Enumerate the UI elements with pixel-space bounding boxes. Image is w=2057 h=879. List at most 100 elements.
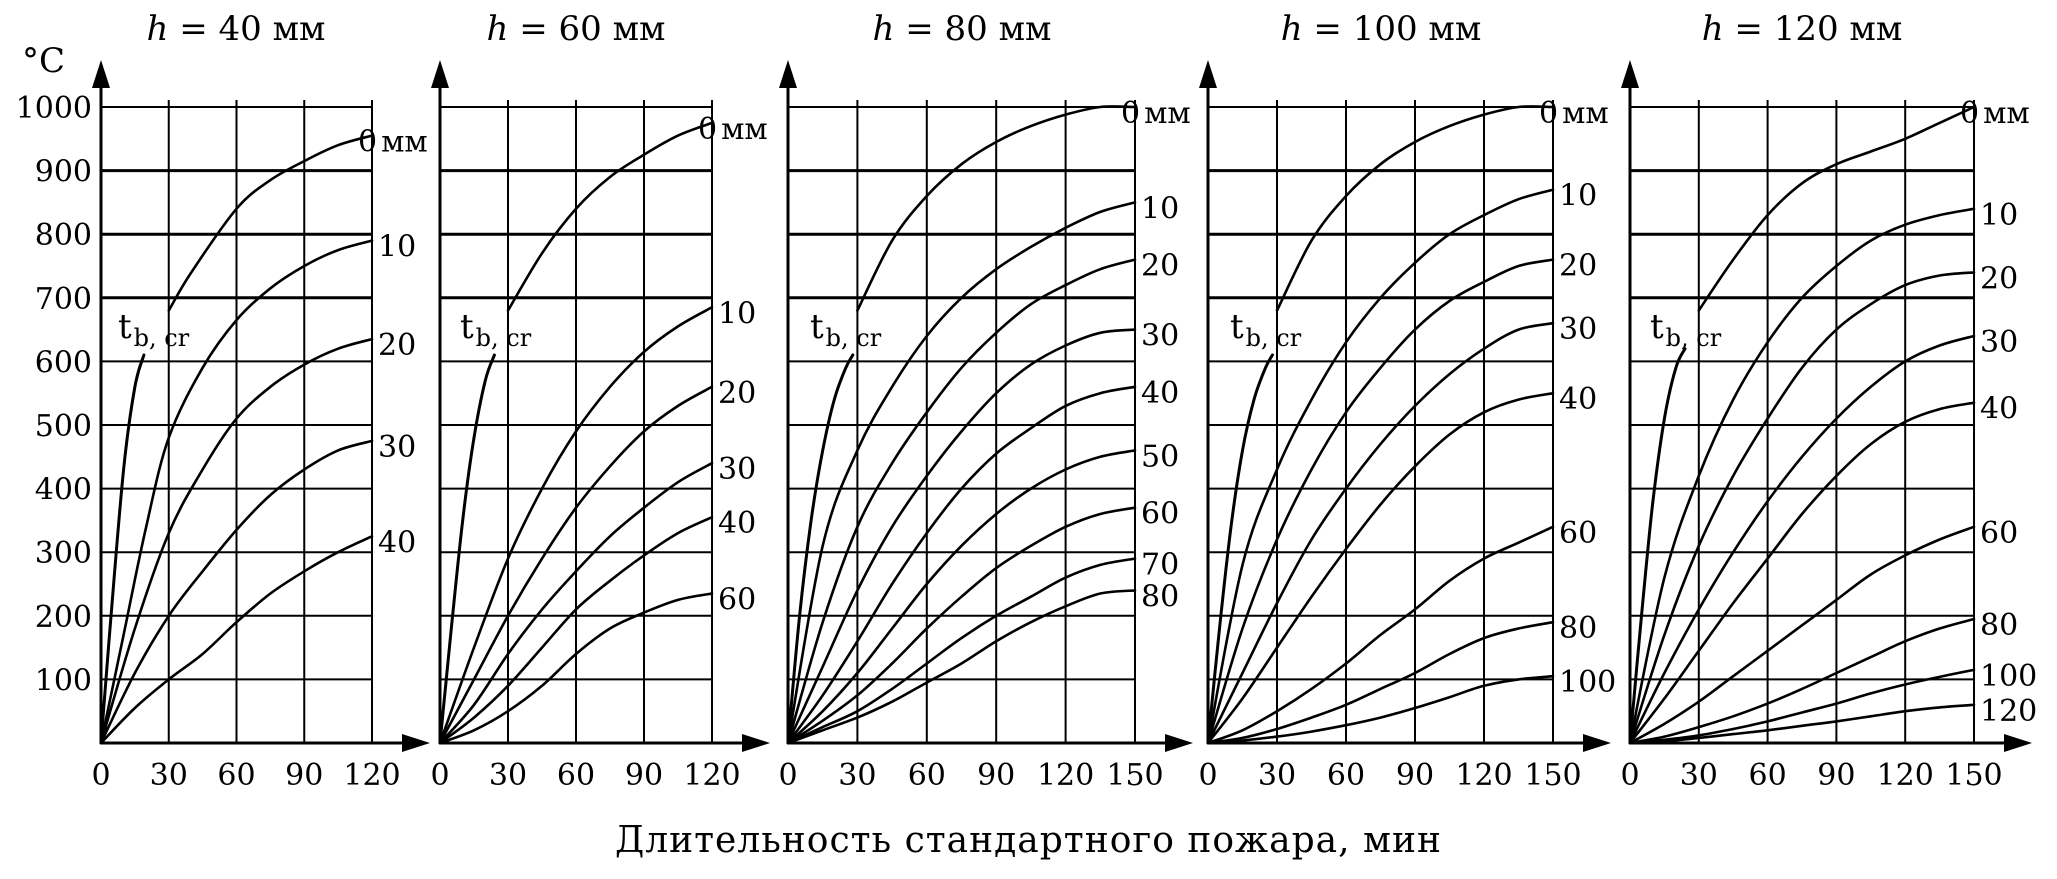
x-tick-label: 60 [217, 758, 255, 793]
series-line-depth-10 [1628, 207, 1976, 745]
series-line-depth-30 [1628, 334, 1976, 745]
x-tick-label: 90 [1396, 758, 1434, 793]
series-line-depth-40 [438, 515, 714, 745]
series-line-depth-60 [1628, 525, 1976, 745]
critical-temperature-curve [1628, 347, 1687, 745]
series-label: 40 [1141, 376, 1179, 411]
y-tick-label: 900 [35, 155, 92, 190]
y-tick-label: 1000 [16, 91, 92, 126]
x-axis-arrow [402, 734, 430, 752]
x-tick-label: 90 [625, 758, 663, 793]
x-tick-label: 30 [1680, 758, 1718, 793]
series-label: 30 [1980, 325, 2018, 360]
series-line-depth-40 [1628, 401, 1976, 745]
x-axis-label: Длительность стандартного пожара, мин [614, 820, 1442, 861]
x-tick-label: 0 [1198, 758, 1217, 793]
series-label: 20 [1559, 249, 1597, 284]
y-axis-arrow [779, 60, 797, 88]
series-line-depth-20 [99, 337, 374, 745]
critical-temperature-label: tb, cr [118, 307, 190, 352]
series-line-depth-30 [786, 328, 1137, 745]
series-line-depth-60 [438, 592, 714, 745]
panel-title: h = 80 мм [873, 9, 1052, 49]
x-tick-label: 150 [1945, 758, 2002, 793]
series-label: 10 [1141, 191, 1179, 226]
x-axis-arrow [1583, 734, 1611, 752]
series-line-depth-10 [99, 239, 374, 745]
series-label: 20 [378, 328, 416, 363]
series-line-depth-60 [1206, 525, 1555, 745]
series-label: 10 [378, 230, 416, 265]
series-label: 30 [718, 452, 756, 487]
y-tick-label: 600 [35, 345, 92, 380]
series-label: 80 [1980, 608, 2018, 643]
x-tick-label: 30 [838, 758, 876, 793]
series-line-depth-80 [1628, 617, 1976, 745]
series-label: 0 мм [1121, 96, 1191, 131]
series-label: 40 [718, 506, 756, 541]
series-line-depth-80 [1206, 620, 1555, 745]
series-line-depth-20 [1628, 271, 1976, 745]
series-line-depth-40 [99, 535, 374, 745]
y-axis-arrow [92, 60, 110, 88]
x-axis-arrow [2004, 734, 2032, 752]
grid [1630, 100, 1975, 743]
series-label: 100 [1559, 665, 1616, 700]
series-line-depth-120 [1628, 703, 1976, 745]
series-line-depth-10 [1206, 188, 1555, 745]
series-label: 30 [1559, 312, 1597, 347]
y-axis-unit-label: °C [22, 41, 65, 81]
series-label: 30 [378, 430, 416, 465]
x-tick-label: 0 [91, 758, 110, 793]
panel-h40: h = 40 мм 0 30 60 90 120 0 мм 10 20 30 40 tb, cr [91, 9, 430, 793]
y-tick-label: 100 [35, 663, 92, 698]
panel-h60: h = 60 мм 0 30 60 90 120 0 мм 10 20 30 40 60 tb, cr [430, 9, 770, 793]
series-label: 60 [1559, 516, 1597, 551]
critical-temperature-curve [786, 353, 855, 745]
series-line-depth-30 [99, 439, 374, 745]
series-line-depth-70 [786, 557, 1137, 745]
x-tick-label: 60 [1327, 758, 1365, 793]
series-line-depth-30 [438, 461, 714, 745]
series-label: 0 мм [358, 125, 428, 160]
x-tick-label: 120 [1037, 758, 1094, 793]
x-tick-label: 90 [977, 758, 1015, 793]
x-tick-label: 90 [1817, 758, 1855, 793]
series-line-depth-0 [167, 134, 374, 312]
x-tick-label: 30 [489, 758, 527, 793]
series-line-depth-50 [786, 449, 1137, 745]
y-tick-label: 400 [35, 473, 92, 508]
series-line-depth-60 [786, 506, 1137, 745]
series-label: 30 [1141, 319, 1179, 354]
series-line-depth-40 [786, 385, 1137, 745]
x-tick-label: 120 [1877, 758, 1934, 793]
y-tick-label: 200 [35, 600, 92, 635]
y-tick-label: 300 [35, 536, 92, 571]
series-label: 10 [718, 296, 756, 331]
series-label: 40 [1980, 392, 2018, 427]
y-tick-label: 700 [35, 282, 92, 317]
series-label: 20 [1980, 261, 2018, 296]
panel-title: h = 40 мм [147, 9, 326, 49]
grid [101, 100, 373, 743]
series-line-depth-10 [438, 306, 714, 745]
series-label: 0 мм [1960, 96, 2030, 131]
series-line-depth-100 [1628, 668, 1976, 745]
x-tick-label: 60 [1749, 758, 1787, 793]
series-line-depth-100 [1206, 674, 1555, 745]
series-line-depth-0 [506, 121, 714, 312]
series-label: 20 [1141, 249, 1179, 284]
x-tick-label: 0 [778, 758, 797, 793]
grid [1208, 100, 1554, 743]
series-line-depth-0 [1275, 105, 1555, 312]
y-axis-arrow [1199, 60, 1217, 88]
panel-h120: h = 120 мм 0 30 60 90 120 150 0 мм 10 20 30 40 60 80 10… [1620, 9, 2037, 793]
series-label: 20 [718, 376, 756, 411]
critical-temperature-label: tb, cr [1650, 307, 1722, 352]
x-tick-label: 150 [1106, 758, 1163, 793]
series-label: 120 [1980, 694, 2037, 729]
series-label: 100 [1980, 659, 2037, 694]
x-tick-label: 60 [908, 758, 946, 793]
panel-h100: h = 100 мм 0 30 60 90 120 150 0 мм 10 20 30 40 60 80 10… [1198, 9, 1616, 793]
